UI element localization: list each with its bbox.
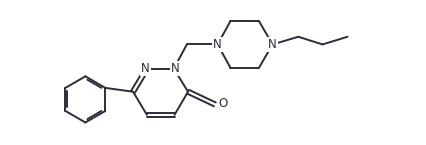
Text: N: N [268, 38, 277, 51]
Text: N: N [141, 62, 150, 75]
Text: N: N [213, 38, 222, 51]
Text: N: N [170, 62, 179, 75]
Text: O: O [218, 97, 227, 110]
